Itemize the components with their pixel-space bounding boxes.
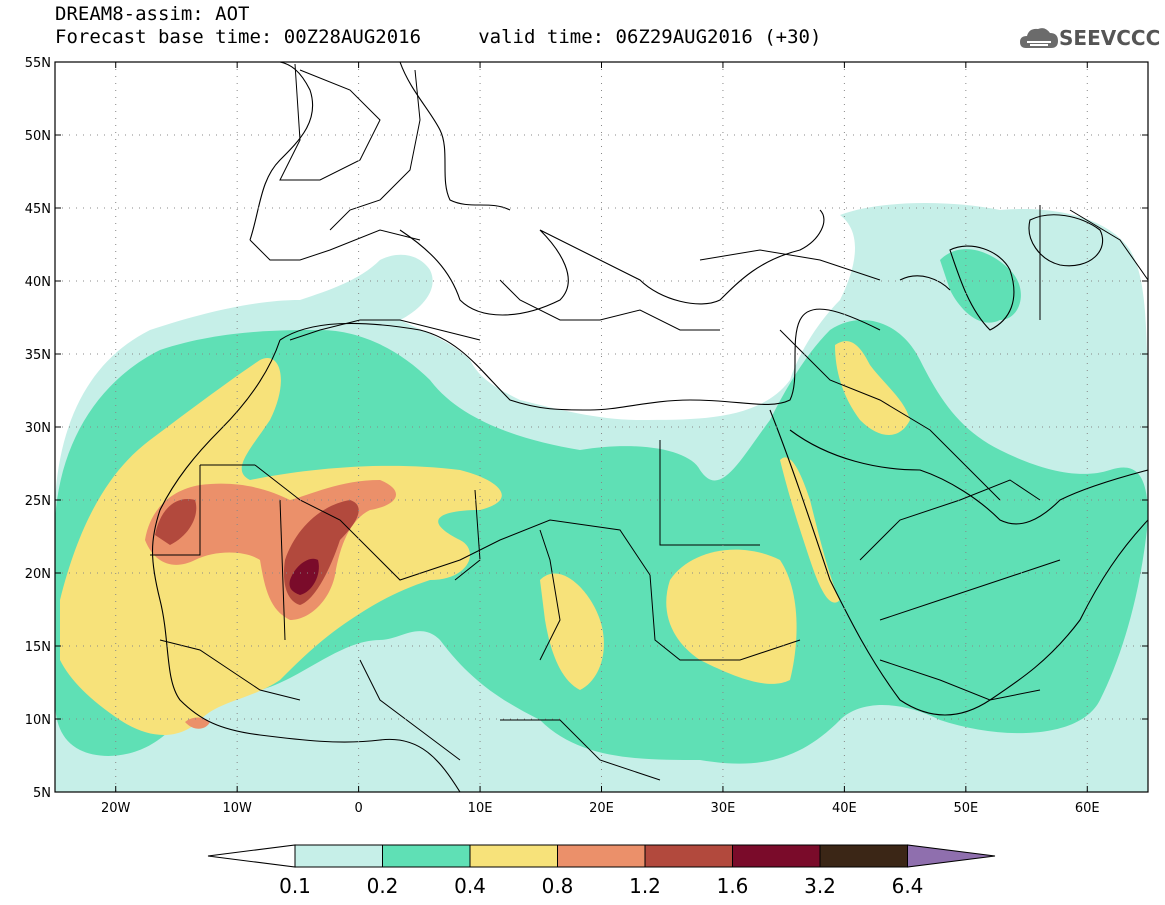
colorbar: 0.1 0.2 0.4 0.8 1.2 1.6 3.2 6.4 bbox=[207, 844, 996, 898]
aot-0.4-sudan bbox=[666, 549, 797, 684]
logo-text: SEEVCCC bbox=[1059, 26, 1161, 50]
coastlines bbox=[151, 62, 1148, 792]
lon-tick-label: 20W bbox=[101, 801, 131, 816]
longitude-axis: 20W 10W 0 10E 20E 30E 40E 50E 60E bbox=[101, 62, 1100, 816]
lat-tick-label: 45N bbox=[25, 202, 51, 217]
lat-tick-label: 25N bbox=[25, 494, 51, 509]
colorbar-box bbox=[557, 844, 646, 868]
colorbar-arrow-high bbox=[907, 844, 996, 868]
colorbar-label: 1.6 bbox=[717, 874, 749, 898]
aot-1.6-region bbox=[289, 558, 319, 595]
lat-tick-label: 40N bbox=[25, 275, 51, 290]
colorbar-label: 0.8 bbox=[542, 874, 574, 898]
lat-tick-label: 50N bbox=[25, 129, 51, 144]
colorbar-arrow-low bbox=[207, 844, 296, 868]
cloud-icon bbox=[1020, 28, 1058, 48]
lat-tick-label: 35N bbox=[25, 348, 51, 363]
lon-tick-label: 20E bbox=[589, 801, 614, 816]
colorbar-label: 0.1 bbox=[279, 874, 311, 898]
map-title: DREAM8-assim: AOT bbox=[55, 3, 250, 25]
lon-tick-label: 10W bbox=[222, 801, 252, 816]
lon-tick-label: 10E bbox=[468, 801, 493, 816]
lat-tick-label: 55N bbox=[25, 56, 51, 71]
colorbar-label: 0.4 bbox=[454, 874, 486, 898]
colorbar-box bbox=[644, 844, 733, 868]
lon-tick-label: 0 bbox=[354, 801, 362, 816]
colorbar-label: 1.2 bbox=[629, 874, 661, 898]
lat-tick-label: 15N bbox=[25, 640, 51, 655]
lat-tick-label: 5N bbox=[33, 786, 51, 801]
aot-0.8-guinea bbox=[185, 717, 210, 729]
latitude-axis: 55N 50N 45N 40N 35N 30N 25N 20N 15N 10N 5N bbox=[25, 56, 1148, 801]
colorbar-label: 0.2 bbox=[367, 874, 399, 898]
lat-tick-label: 30N bbox=[25, 421, 51, 436]
colorbar-label: 3.2 bbox=[804, 874, 836, 898]
lat-tick-label: 20N bbox=[25, 567, 51, 582]
country-borders bbox=[150, 63, 1148, 781]
lat-tick-label: 10N bbox=[25, 713, 51, 728]
colorbar-box bbox=[732, 844, 821, 868]
lon-tick-label: 50E bbox=[953, 801, 978, 816]
aot-0.2-caspian bbox=[940, 249, 1021, 323]
grid-lines bbox=[55, 62, 1148, 792]
forecast-time-line: Forecast base time: 00Z28AUG2016 valid t… bbox=[55, 26, 822, 48]
aot-field bbox=[55, 62, 1148, 792]
lon-tick-label: 40E bbox=[832, 801, 857, 816]
colorbar-box bbox=[819, 844, 908, 868]
colorbar-box bbox=[294, 844, 383, 868]
aot-0.4-iraq bbox=[835, 341, 910, 435]
colorbar-box bbox=[382, 844, 471, 868]
lon-tick-label: 30E bbox=[711, 801, 736, 816]
lon-tick-label: 60E bbox=[1075, 801, 1100, 816]
aot-0.4-chad bbox=[540, 573, 604, 690]
colorbar-label: 6.4 bbox=[892, 874, 924, 898]
seevccc-logo bbox=[1020, 28, 1058, 48]
colorbar-box bbox=[469, 844, 558, 868]
